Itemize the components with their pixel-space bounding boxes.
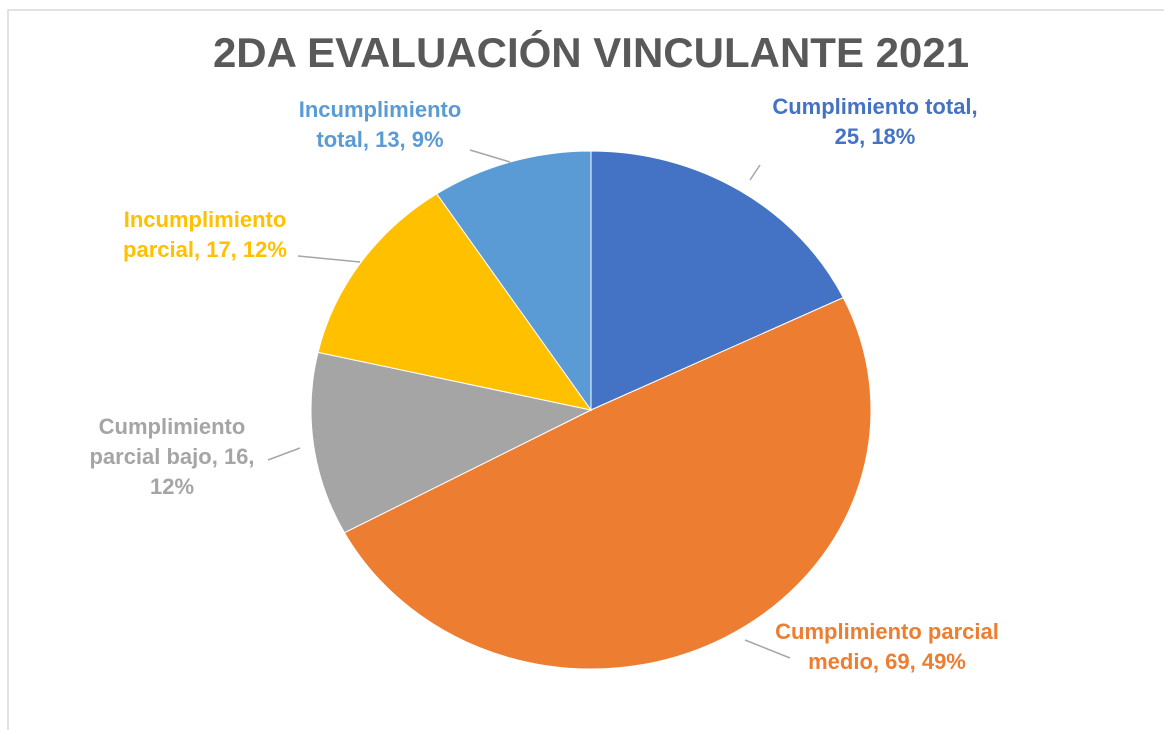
pie-slice — [310, 351, 593, 534]
leader-line — [749, 164, 761, 181]
frame — [7, 9, 1164, 730]
pie-slice — [317, 193, 593, 411]
data-label: Cumplimiento parcial medio, 69, 49% — [775, 619, 999, 674]
chart-title: 2DA EVALUACIÓN VINCULANTE 2021 — [213, 28, 969, 76]
pie-slice — [590, 150, 844, 411]
leader-line — [744, 639, 791, 659]
pie-slice — [436, 150, 592, 412]
leader-line — [469, 149, 511, 163]
leader-line — [267, 447, 301, 461]
data-label: Cumplimiento parcial bajo, 16, 12% — [89, 414, 255, 499]
leader-lines — [267, 149, 791, 659]
data-label: Incumplimiento total, 13, 9% — [298, 97, 462, 152]
data-label: Cumplimiento total, 25, 18% — [772, 94, 978, 149]
leader-line — [297, 255, 361, 263]
pie-slice — [343, 296, 872, 670]
data-label: Incumplimiento parcial, 17, 12% — [123, 207, 287, 262]
